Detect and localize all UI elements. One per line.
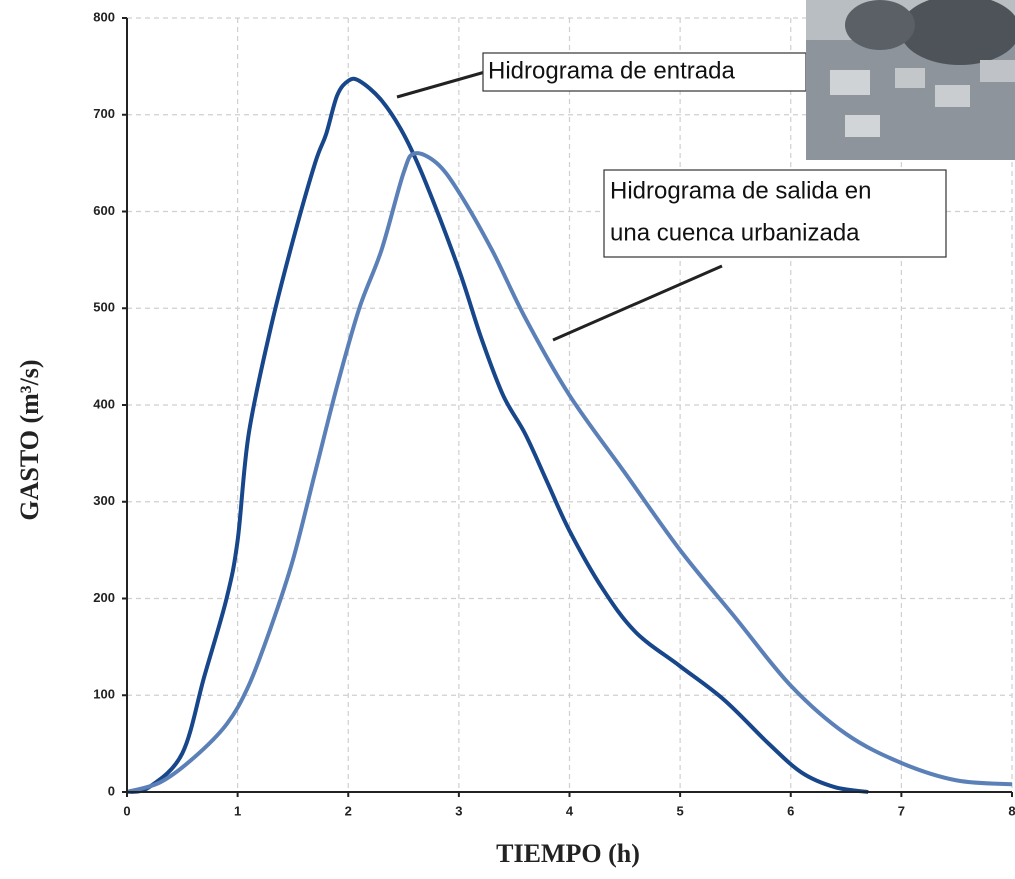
x-tick-label: 2 <box>345 803 352 818</box>
annotation-leader <box>396 70 486 99</box>
ticks: 0 1 2 3 4 5 6 7 8 0 100 200 300 400 500 600 700 800 <box>93 9 1015 818</box>
photo <box>806 0 1015 160</box>
photo-house <box>830 70 870 95</box>
x-tick-label: 0 <box>123 803 130 818</box>
photo-house <box>895 68 925 88</box>
series-line <box>126 151 1013 794</box>
y-tick-label: 400 <box>93 396 115 411</box>
x-tick-label: 1 <box>234 803 241 818</box>
annotations: Hidrograma de entrada Hidrograma de salid… <box>396 52 947 342</box>
x-tick-label: 8 <box>1008 803 1015 818</box>
y-tick-label: 500 <box>93 300 115 315</box>
photo-house <box>980 60 1015 82</box>
y-tick-label: 0 <box>108 783 115 798</box>
y-tick-label: 700 <box>93 106 115 121</box>
y-tick-label: 600 <box>93 203 115 218</box>
annotation-leader <box>552 264 723 342</box>
x-axis-title: TIEMPO (h) <box>496 839 640 868</box>
x-tick-label: 6 <box>787 803 794 818</box>
y-tick-label: 100 <box>93 687 115 702</box>
lines <box>126 76 1013 794</box>
photo-tree <box>900 0 1015 65</box>
x-tick-label: 5 <box>677 803 684 818</box>
annotation-text: Hidrograma de entrada <box>488 57 735 84</box>
series-line <box>126 76 869 794</box>
photo-house <box>935 85 970 107</box>
annotation-text: una cuenca urbanizada <box>610 219 860 246</box>
x-tick-label: 4 <box>566 803 574 818</box>
y-tick-label: 200 <box>93 590 115 605</box>
photo-tree <box>845 0 915 50</box>
annotation-box <box>482 52 807 92</box>
x-tick-label: 3 <box>455 803 462 818</box>
annotation-text: Hidrograma de salida en <box>610 177 871 204</box>
y-tick-label: 800 <box>93 9 115 24</box>
photo-house <box>845 115 880 137</box>
y-axis-title: GASTO (m³/s) <box>15 359 44 520</box>
y-tick-label: 300 <box>93 493 115 508</box>
x-tick-label: 7 <box>898 803 905 818</box>
annotation-box <box>603 169 947 258</box>
